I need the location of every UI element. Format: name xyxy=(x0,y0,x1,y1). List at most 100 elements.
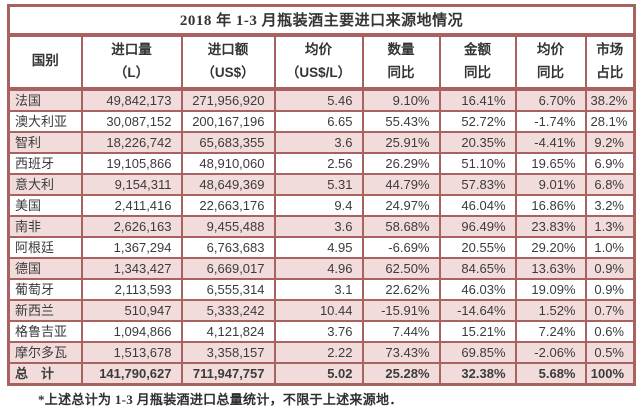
cell-price_yoy: 16.86% xyxy=(514,193,587,217)
cell-price_yoy: -2.06% xyxy=(514,340,587,364)
cell-import_volume: 1,367,294 xyxy=(80,235,183,259)
cell-avg_price: 3.6 xyxy=(273,130,364,154)
total-row: 总 计 141,790,627 711,947,757 5.02 25.28% 32.38… xyxy=(7,361,636,385)
cell-price_yoy: 7.24% xyxy=(514,319,587,343)
cell-price_yoy: 13.63% xyxy=(514,256,587,280)
cell-country: 西班牙 xyxy=(7,151,83,175)
cell-market_share: 6.9% xyxy=(584,151,636,175)
cell-price_yoy: 6.70% xyxy=(514,87,587,112)
table-row: 意大利 9,154,311 48,649,369 5.31 44.79% 57.83% 9.… xyxy=(7,172,636,196)
cell-import_value: 65,683,355 xyxy=(180,130,276,154)
cell-avg_price: 9.4 xyxy=(273,193,364,217)
cell-country: 总 计 xyxy=(7,361,83,385)
cell-import_volume: 9,154,311 xyxy=(80,172,183,196)
header-row: 国别 进口量 （L） 进口额 （US$） 均价 （US$/L） 数量 同比 金额… xyxy=(7,33,636,91)
cell-avg_price: 6.65 xyxy=(273,109,364,133)
cell-import_value: 5,333,242 xyxy=(180,298,276,322)
cell-avg_price: 5.46 xyxy=(273,87,364,112)
table-title: 2018 年 1-3 月瓶装酒主要进口来源地情况 xyxy=(7,4,636,37)
cell-import_value: 6,669,017 xyxy=(180,256,276,280)
cell-market_share: 0.5% xyxy=(584,340,636,364)
column-header-country: 国别 xyxy=(7,33,83,91)
cell-volume_yoy: 24.97% xyxy=(361,193,441,217)
cell-value_yoy: 57.83% xyxy=(438,172,517,196)
cell-country: 意大利 xyxy=(7,172,83,196)
table-row: 法国 49,842,173 271,956,920 5.46 9.10% 16.41% 6.… xyxy=(7,87,636,112)
cell-import_volume: 49,842,173 xyxy=(80,87,183,112)
cell-volume_yoy: 73.43% xyxy=(361,340,441,364)
cell-country: 澳大利亚 xyxy=(7,109,83,133)
cell-price_yoy: -1.74% xyxy=(514,109,587,133)
cell-avg_price: 4.95 xyxy=(273,235,364,259)
cell-price_yoy: 5.68% xyxy=(514,361,587,385)
column-header-import-volume: 进口量 （L） xyxy=(80,33,183,91)
cell-volume_yoy: 25.28% xyxy=(361,361,441,385)
cell-country: 葡萄牙 xyxy=(7,277,83,301)
table-row: 澳大利亚 30,087,152 200,167,196 6.65 55.43% 52.72… xyxy=(7,109,636,133)
cell-value_yoy: 52.72% xyxy=(438,109,517,133)
cell-import_value: 22,663,176 xyxy=(180,193,276,217)
cell-avg_price: 4.96 xyxy=(273,256,364,280)
table-body: 法国 49,842,173 271,956,920 5.46 9.10% 16.41% 6.… xyxy=(7,87,636,385)
cell-import_volume: 18,226,742 xyxy=(80,130,183,154)
cell-volume_yoy: 55.43% xyxy=(361,109,441,133)
column-header-volume-yoy: 数量 同比 xyxy=(361,33,441,91)
table-row: 新西兰 510,947 5,333,242 10.44 -15.91% -14.64% 1.… xyxy=(7,298,636,322)
cell-import_volume: 2,113,593 xyxy=(80,277,183,301)
cell-value_yoy: 96.49% xyxy=(438,214,517,238)
cell-price_yoy: 19.09% xyxy=(514,277,587,301)
cell-value_yoy: 51.10% xyxy=(438,151,517,175)
cell-market_share: 9.2% xyxy=(584,130,636,154)
cell-value_yoy: 20.55% xyxy=(438,235,517,259)
cell-price_yoy: 29.20% xyxy=(514,235,587,259)
table-row: 葡萄牙 2,113,593 6,555,314 3.1 22.62% 46.03% 19.0… xyxy=(7,277,636,301)
import-source-table: 2018 年 1-3 月瓶装酒主要进口来源地情况 国别 进口量 （L） 进口额 … xyxy=(7,4,636,386)
column-header-import-value: 进口额 （US$） xyxy=(180,33,276,91)
table-row: 阿根廷 1,367,294 6,763,683 4.95 -6.69% 20.55% 29.… xyxy=(7,235,636,259)
table-row: 格鲁吉亚 1,094,866 4,121,824 3.76 7.44% 15.21% 7.2… xyxy=(7,319,636,343)
cell-value_yoy: 20.35% xyxy=(438,130,517,154)
cell-volume_yoy: 25.91% xyxy=(361,130,441,154)
cell-market_share: 0.6% xyxy=(584,319,636,343)
cell-volume_yoy: 58.68% xyxy=(361,214,441,238)
cell-country: 阿根廷 xyxy=(7,235,83,259)
cell-avg_price: 3.76 xyxy=(273,319,364,343)
cell-avg_price: 3.1 xyxy=(273,277,364,301)
cell-import_value: 48,649,369 xyxy=(180,172,276,196)
cell-import_volume: 19,105,866 xyxy=(80,151,183,175)
cell-volume_yoy: 44.79% xyxy=(361,172,441,196)
cell-import_volume: 141,790,627 xyxy=(80,361,183,385)
cell-import_volume: 2,626,163 xyxy=(80,214,183,238)
cell-import_value: 48,910,060 xyxy=(180,151,276,175)
cell-value_yoy: 15.21% xyxy=(438,319,517,343)
column-header-market-share: 市场 占比 xyxy=(584,33,636,91)
cell-import_value: 4,121,824 xyxy=(180,319,276,343)
cell-price_yoy: 23.83% xyxy=(514,214,587,238)
cell-volume_yoy: 7.44% xyxy=(361,319,441,343)
cell-volume_yoy: 9.10% xyxy=(361,87,441,112)
cell-market_share: 1.0% xyxy=(584,235,636,259)
cell-avg_price: 3.6 xyxy=(273,214,364,238)
cell-value_yoy: 46.03% xyxy=(438,277,517,301)
cell-market_share: 0.9% xyxy=(584,256,636,280)
table-row: 德国 1,343,427 6,669,017 4.96 62.50% 84.65% 13.6… xyxy=(7,256,636,280)
cell-country: 德国 xyxy=(7,256,83,280)
table-footnote: *上述总计为 1-3 月瓶装酒进口总量统计，不限于上述来源地． xyxy=(38,391,403,407)
table-row: 摩尔多瓦 1,513,678 3,358,157 2.22 73.43% 69.85% -2… xyxy=(7,340,636,364)
cell-value_yoy: 46.04% xyxy=(438,193,517,217)
cell-import_volume: 30,087,152 xyxy=(80,109,183,133)
cell-import_value: 3,358,157 xyxy=(180,340,276,364)
cell-value_yoy: 69.85% xyxy=(438,340,517,364)
cell-volume_yoy: 22.62% xyxy=(361,277,441,301)
cell-price_yoy: 19.65% xyxy=(514,151,587,175)
cell-volume_yoy: -6.69% xyxy=(361,235,441,259)
cell-volume_yoy: 62.50% xyxy=(361,256,441,280)
cell-import_volume: 1,094,866 xyxy=(80,319,183,343)
cell-import_value: 200,167,196 xyxy=(180,109,276,133)
cell-market_share: 1.3% xyxy=(584,214,636,238)
cell-price_yoy: 1.52% xyxy=(514,298,587,322)
cell-market_share: 3.2% xyxy=(584,193,636,217)
cell-value_yoy: 84.65% xyxy=(438,256,517,280)
cell-import_value: 9,455,488 xyxy=(180,214,276,238)
